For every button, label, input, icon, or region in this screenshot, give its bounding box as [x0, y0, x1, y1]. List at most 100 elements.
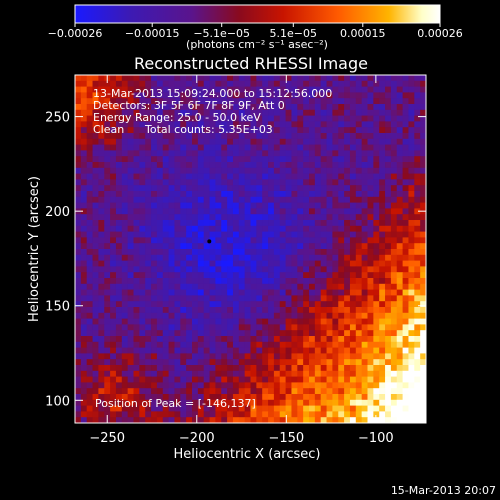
heatmap-cell: [250, 150, 257, 157]
heatmap-cell: [338, 144, 345, 151]
heatmap-cell: [156, 301, 164, 308]
heatmap-cell: [279, 266, 286, 273]
heatmap-cell: [168, 399, 175, 406]
heatmap-cell: [320, 330, 327, 337]
heatmap-cell: [174, 254, 181, 261]
heatmap-cell: [408, 388, 415, 395]
heatmap-cell: [349, 150, 357, 157]
heatmap-cell: [420, 405, 427, 412]
heatmap-cell: [75, 185, 82, 192]
heatmap-cell: [344, 92, 351, 99]
heatmap-cell: [320, 353, 327, 360]
heatmap-cell: [273, 272, 281, 279]
heatmap-cell: [104, 301, 111, 308]
heatmap-cell: [145, 179, 152, 186]
heatmap-cell: [297, 394, 304, 401]
heatmap-cell: [121, 237, 129, 244]
heatmap-cell: [309, 289, 316, 296]
heatmap-cell: [256, 138, 263, 145]
heatmap-cell: [320, 86, 327, 93]
heatmap-cell: [373, 214, 380, 221]
heatmap-cell: [92, 75, 99, 82]
heatmap-cell: [127, 156, 134, 163]
heatmap-cell: [390, 225, 398, 232]
heatmap-cell: [367, 150, 374, 157]
heatmap-cell: [390, 399, 398, 406]
heatmap-cell: [285, 341, 292, 348]
heatmap-cell: [279, 312, 286, 319]
heatmap-cell: [367, 196, 374, 203]
heatmap-cell: [174, 214, 181, 221]
heatmap-cell: [197, 330, 205, 337]
heatmap-cell: [151, 376, 158, 383]
heatmap-cell: [221, 359, 228, 366]
heatmap-cell: [110, 399, 117, 406]
heatmap-cell: [127, 405, 134, 412]
heatmap-cell: [86, 353, 93, 360]
heatmap-cell: [250, 324, 257, 331]
heatmap-cell: [273, 382, 281, 389]
heatmap-cell: [273, 318, 281, 325]
heatmap-cell: [180, 289, 187, 296]
heatmap-cell: [156, 405, 164, 412]
heatmap-cell: [162, 370, 169, 377]
heatmap-cell: [379, 301, 386, 308]
heatmap-cell: [338, 156, 345, 163]
heatmap-cell: [332, 109, 339, 116]
heatmap-cell: [192, 399, 199, 406]
heatmap-cell: [180, 115, 187, 122]
heatmap-cell: [314, 208, 322, 215]
heatmap-cell: [268, 156, 275, 163]
heatmap-cell: [92, 104, 99, 111]
heatmap-cell: [367, 307, 374, 314]
heatmap-cell: [385, 75, 392, 82]
heatmap-cell: [162, 121, 169, 128]
heatmap-cell: [355, 144, 363, 151]
heatmap-cell: [332, 150, 339, 157]
heatmap-cell: [367, 202, 374, 209]
heatmap-cell: [209, 127, 216, 134]
heatmap-cell: [156, 370, 164, 377]
heatmap-cell: [174, 283, 181, 290]
heatmap-cell: [156, 347, 164, 354]
heatmap-cell: [156, 104, 164, 111]
heatmap-cell: [232, 214, 240, 221]
heatmap-cell: [420, 150, 427, 157]
heatmap-cell: [133, 150, 140, 157]
heatmap-cell: [420, 162, 427, 169]
heatmap-cell: [414, 405, 421, 412]
heatmap-cell: [414, 382, 421, 389]
heatmap-cell: [355, 231, 363, 238]
heatmap-cell: [297, 388, 304, 395]
heatmap-cell: [349, 115, 357, 122]
heatmap-cell: [285, 138, 292, 145]
heatmap-cell: [309, 237, 316, 244]
heatmap-cell: [186, 80, 193, 87]
heatmap-cell: [385, 144, 392, 151]
heatmap-cell: [121, 347, 129, 354]
heatmap-cell: [139, 278, 146, 285]
heatmap-cell: [168, 330, 175, 337]
heatmap-cell: [192, 318, 199, 325]
heatmap-cell: [115, 179, 123, 186]
heatmap-cell: [244, 202, 251, 209]
heatmap-cell: [244, 214, 251, 221]
heatmap-cell: [349, 144, 357, 151]
heatmap-cell: [355, 208, 363, 215]
heatmap-cell: [273, 144, 281, 151]
heatmap-cell: [273, 411, 281, 418]
heatmap-cell: [320, 312, 327, 319]
heatmap-cell: [145, 341, 152, 348]
heatmap-cell: [244, 173, 251, 180]
heatmap-cell: [390, 260, 398, 267]
heatmap-cell: [232, 231, 240, 238]
heatmap-cell: [408, 121, 415, 128]
heatmap-cell: [309, 138, 316, 145]
heatmap-cell: [320, 324, 327, 331]
heatmap-cell: [332, 388, 339, 395]
heatmap-cell: [285, 179, 292, 186]
heatmap-cell: [221, 318, 228, 325]
heatmap-cell: [420, 278, 427, 285]
heatmap-cell: [408, 127, 415, 134]
heatmap-cell: [379, 191, 386, 198]
